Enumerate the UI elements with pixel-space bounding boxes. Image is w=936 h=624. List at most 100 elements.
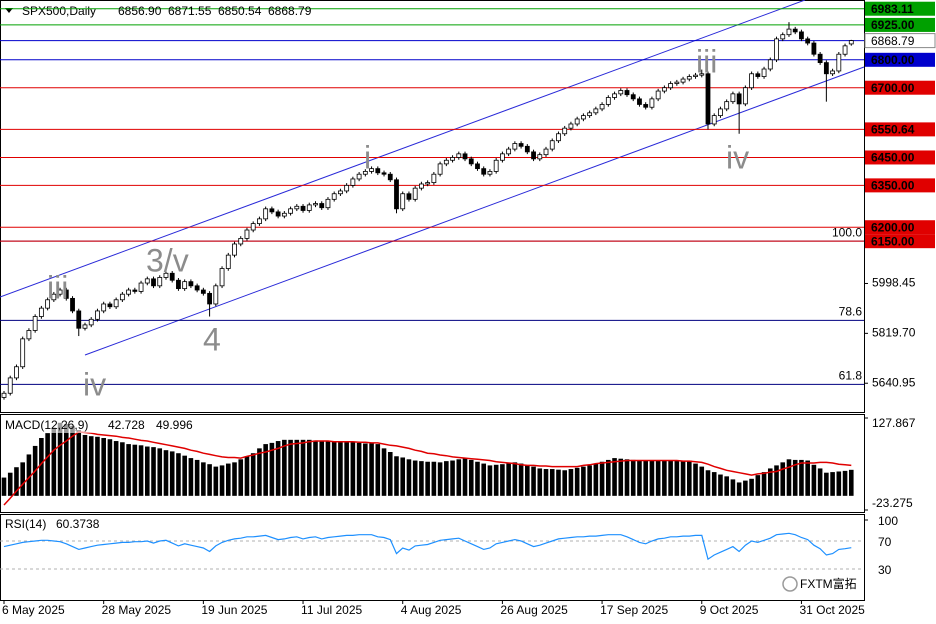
candle-body — [468, 158, 474, 165]
macd-bar — [786, 459, 792, 496]
macd-bar — [363, 443, 368, 496]
candle-body — [425, 182, 431, 185]
candle-body — [194, 285, 200, 291]
candle-body — [549, 140, 555, 150]
level-box — [865, 178, 935, 193]
candle-body — [119, 293, 125, 301]
x-tick-label: 4 Aug 2025 — [401, 603, 462, 617]
signal-value: 49.996 — [156, 418, 193, 432]
wave-label: 4 — [203, 321, 221, 357]
macd-bar — [680, 460, 686, 496]
candle-body — [51, 293, 57, 301]
candle-body — [207, 292, 212, 305]
watermark: FXTM富拓 — [800, 576, 857, 591]
candle-body — [637, 98, 642, 105]
macd-bar — [113, 441, 119, 496]
candle-body — [643, 104, 649, 108]
macd-bar — [294, 439, 300, 496]
macd-bar — [282, 439, 287, 496]
macd-bar — [724, 476, 729, 496]
macd-bar — [817, 468, 823, 496]
macd-bar — [350, 442, 356, 496]
candle-body — [487, 171, 493, 175]
candle-body — [232, 243, 237, 256]
channel-lower — [84, 66, 865, 356]
rsi-y-tick-label: 70 — [878, 535, 892, 549]
macd-bar — [630, 459, 636, 496]
candle-body — [313, 203, 318, 206]
candle-body — [319, 203, 325, 209]
candle-body — [711, 115, 717, 125]
macd-bar — [263, 444, 268, 496]
macd-bar — [456, 459, 462, 496]
macd-bar — [655, 460, 661, 496]
rsi-panel-frame — [0, 514, 865, 601]
macd-bar — [57, 422, 63, 496]
candle-body — [562, 127, 568, 135]
macd-bar — [325, 441, 331, 496]
macd-bar — [437, 462, 443, 496]
fib-label: 100.0 — [832, 225, 862, 239]
macd-bar — [624, 459, 630, 496]
candle-body — [163, 272, 169, 278]
macd-bar — [207, 464, 212, 496]
macd-bar — [824, 472, 829, 496]
macd-bar — [574, 467, 580, 496]
level-label: 6200.00 — [871, 220, 915, 234]
macd-bar — [412, 460, 418, 496]
level-box — [865, 52, 935, 67]
x-tick-label: 9 Oct 2025 — [700, 603, 759, 617]
chart-title: SPX500,Daily — [22, 4, 96, 18]
watermark-icon — [782, 576, 798, 592]
level-label: 6550.64 — [871, 123, 915, 137]
channel-upper — [0, 0, 806, 298]
candle-body — [26, 330, 32, 340]
candle-body — [661, 87, 667, 92]
candle-body — [294, 205, 300, 210]
macd-bar — [662, 460, 667, 496]
macd-bar — [219, 465, 225, 496]
macd-bar — [151, 447, 156, 496]
macd-bar — [736, 482, 742, 496]
candle-body — [132, 289, 138, 292]
macd-bar — [637, 460, 642, 496]
macd-panel-frame — [0, 414, 865, 513]
macd-bar — [425, 461, 430, 496]
candle-body — [176, 279, 181, 290]
candle-body — [693, 74, 698, 77]
macd-bar — [26, 454, 32, 496]
candle-body — [394, 179, 399, 210]
candle-body — [599, 104, 605, 110]
candle-body — [144, 278, 150, 284]
macd-bar — [107, 439, 113, 496]
macd-bar — [300, 439, 306, 496]
candle-body — [587, 112, 593, 117]
macd-bar — [568, 469, 574, 496]
candle-body — [281, 212, 287, 217]
candle-body — [101, 303, 107, 312]
candle-body — [88, 318, 94, 326]
candle-body — [443, 159, 449, 165]
rsi-line — [3, 532, 852, 561]
candle-body — [512, 143, 518, 150]
level-box — [865, 150, 935, 165]
candle-body — [406, 193, 412, 200]
macd-bar — [1, 477, 7, 496]
ohlc-value: 6856.90 — [118, 4, 162, 18]
macd-signal-line — [3, 431, 852, 506]
macd-bar — [201, 462, 206, 496]
wave-label: 3/v — [146, 242, 189, 278]
macd-bar — [344, 442, 349, 496]
candle-body — [431, 173, 437, 183]
candle-body — [7, 377, 13, 394]
ohlc-value: 6850.54 — [218, 4, 262, 18]
macd-bar — [792, 459, 798, 496]
candle-body — [792, 28, 798, 33]
macd-value: 42.728 — [108, 418, 145, 432]
candle-body — [95, 310, 100, 320]
candle-body — [275, 211, 281, 217]
macd-bar — [225, 463, 231, 496]
candle-body — [381, 172, 387, 175]
macd-bar — [319, 441, 325, 496]
candle-body — [356, 173, 362, 180]
